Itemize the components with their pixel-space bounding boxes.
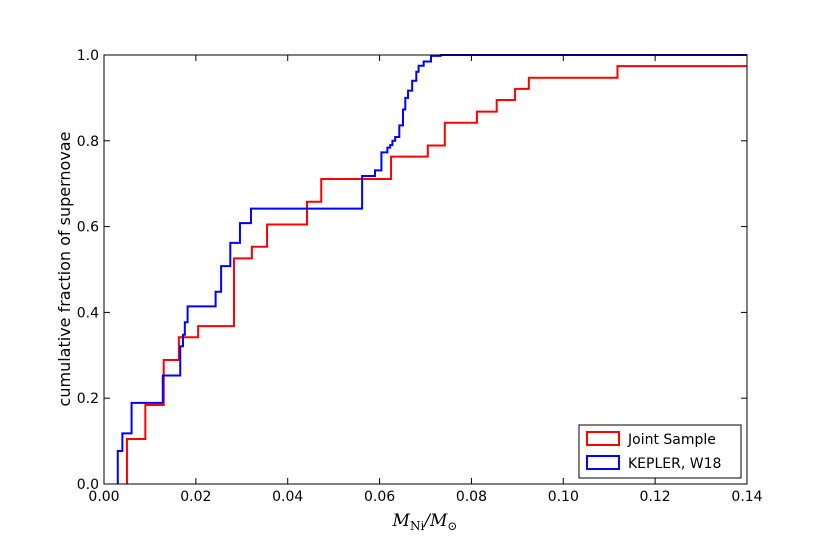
y-tick-label: 0.4 — [77, 305, 99, 321]
legend-label-joint-sample: Joint Sample — [627, 432, 716, 448]
legend-label-kepler-w18: KEPLER, W18 — [628, 456, 721, 472]
series-line-kepler-w18 — [116, 54, 747, 484]
plot-frame — [103, 54, 748, 485]
legend-swatch-joint-sample — [586, 431, 620, 446]
y-tick-label: 0.8 — [77, 134, 99, 150]
legend-swatch-kepler-w18 — [586, 455, 620, 470]
x-tick-label: 0.12 — [640, 489, 671, 505]
x-tick-label: 0.02 — [180, 489, 211, 505]
x-axis-label: MNi/M⊙ — [392, 511, 458, 533]
x-tick-label: 0.10 — [548, 489, 579, 505]
y-tick-label: 0.0 — [77, 477, 99, 493]
x-tick-label: 0.08 — [456, 489, 487, 505]
y-axis-label: cumulative fraction of supernovae — [55, 132, 74, 407]
y-tick-label: 0.2 — [77, 391, 99, 407]
series-line-joint-sample — [125, 65, 747, 484]
y-tick-label: 1.0 — [77, 48, 99, 64]
plot-series — [116, 54, 747, 484]
y-tick-label: 0.6 — [77, 220, 99, 236]
x-tick-label: 0.06 — [364, 489, 395, 505]
legend: Joint Sample KEPLER, W18 — [578, 424, 742, 479]
x-axis: 0.00 0.02 0.04 0.06 0.08 0.10 0.12 0.14 — [88, 55, 763, 505]
x-tick-label: 0.14 — [731, 489, 762, 505]
y-axis: 0.0 0.2 0.4 0.6 0.8 1.0 — [77, 48, 747, 493]
x-tick-label: 0.00 — [88, 489, 119, 505]
x-tick-label: 0.04 — [272, 489, 303, 505]
